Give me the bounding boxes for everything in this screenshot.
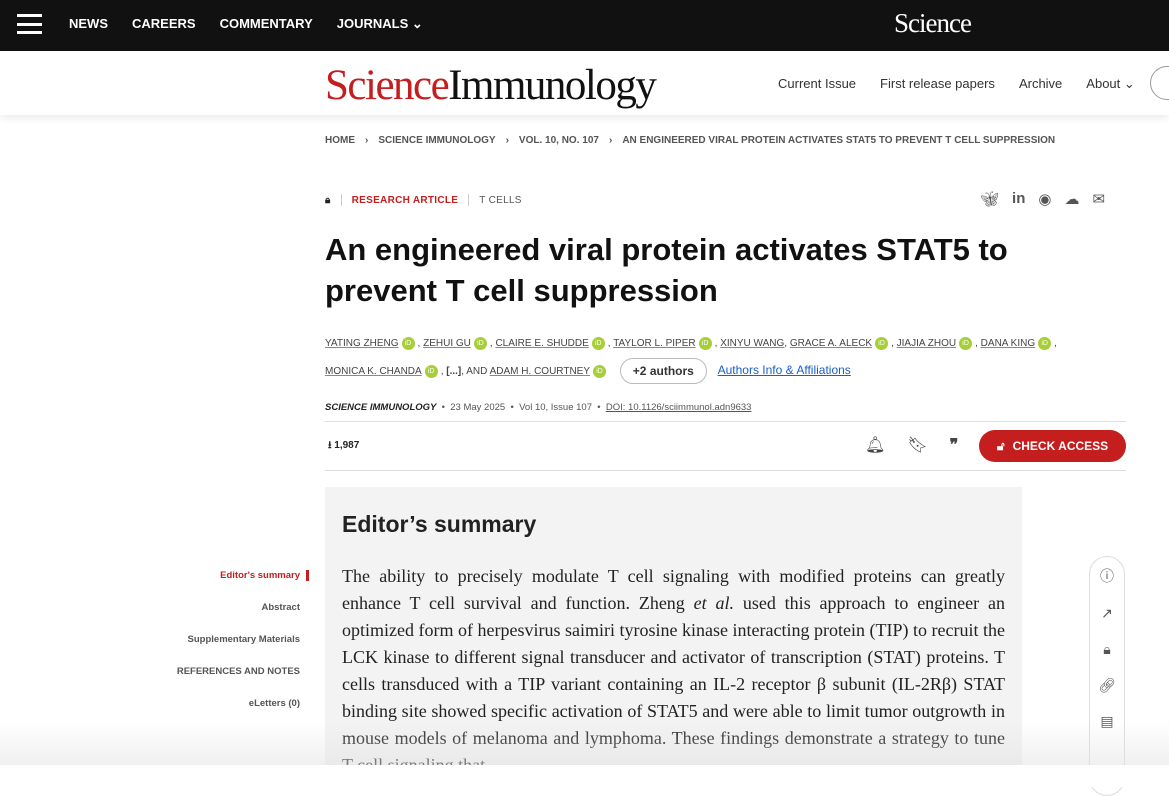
nav-about-label: About <box>1086 76 1121 91</box>
top-bar: NEWS CAREERS COMMENTARY JOURNALS ⌄ Scien… <box>0 0 1169 51</box>
affiliations-link[interactable]: Authors Info & Affiliations <box>717 363 851 377</box>
pub-date: 23 May 2025 <box>450 402 506 413</box>
summary-text-a: The ability to precisely modulate T cell… <box>342 566 1005 613</box>
toc-supplementary[interactable]: Supplementary Materials <box>187 634 300 645</box>
summary-heading: Editor’s summary <box>342 511 537 537</box>
orcid-icon[interactable]: iD <box>698 336 712 350</box>
author[interactable]: JIAJIA ZHOU <box>896 338 957 349</box>
chevron-down-icon: ⌄ <box>1123 76 1135 91</box>
article-topic[interactable]: T CELLS <box>479 194 522 206</box>
wechat-icon[interactable]: ☁ <box>1064 191 1080 208</box>
journal-header: ScienceImmunology Current Issue First re… <box>0 51 1169 115</box>
metrics-icon[interactable]: ↗ <box>1101 605 1113 621</box>
divider <box>325 470 1126 471</box>
orcid-icon[interactable]: iD <box>875 336 889 350</box>
crumb-article: AN ENGINEERED VIRAL PROTEIN ACTIVATES ST… <box>622 135 1056 146</box>
publication-info: SCIENCE IMMUNOLOGY • 23 May 2025 • Vol 1… <box>325 402 752 413</box>
orcid-icon[interactable]: iD <box>591 336 605 350</box>
author-list: YATING ZHENG iD, ZEHUI GU iD, CLAIRE E. SH… <box>325 330 1135 385</box>
journal-logo[interactable]: ScienceImmunology <box>325 61 657 110</box>
bell-icon[interactable]: 🔔︎ <box>865 437 886 454</box>
table-of-contents: Editor's summary Abstract Supplementary … <box>176 570 309 730</box>
author[interactable]: TAYLOR L. PIPER <box>613 338 696 349</box>
download-icon: ⭳ <box>328 440 332 451</box>
authors-ellipsis: [...] <box>446 366 462 377</box>
brand-science: Science <box>325 62 450 109</box>
author[interactable]: CLAIRE E. SHUDDE <box>495 338 589 349</box>
brand-journal: Immunology <box>448 62 657 109</box>
share-bar: 🦋︎ in ◉ ☁ ✉ <box>980 190 1105 208</box>
volume-issue[interactable]: Vol 10, Issue 107 <box>519 402 592 413</box>
top-nav: NEWS CAREERS COMMENTARY JOURNALS ⌄ <box>69 16 423 32</box>
more-authors-button[interactable]: +2 authors <box>619 358 707 385</box>
article-title: An engineered viral protein activates ST… <box>325 232 1008 308</box>
check-access-button[interactable]: 🔓︎ CHECK ACCESS <box>979 430 1126 462</box>
and-text: AND <box>466 366 488 377</box>
orcid-icon[interactable]: iD <box>473 336 487 350</box>
crumb-journal[interactable]: SCIENCE IMMUNOLOGY <box>378 135 496 146</box>
author[interactable]: YATING ZHENG <box>325 338 399 349</box>
summary-etal: et al. <box>693 593 734 613</box>
article-type[interactable]: RESEARCH ARTICLE <box>351 194 459 206</box>
toc-eletters[interactable]: eLetters (0) <box>248 698 300 709</box>
linkedin-icon[interactable]: in <box>1012 190 1026 207</box>
nav-careers[interactable]: CAREERS <box>132 16 196 31</box>
nav-archive[interactable]: Archive <box>1018 76 1063 91</box>
science-logo[interactable]: Science <box>894 8 972 38</box>
article-actions: 🔔︎ 🔖︎ ❞ <box>865 435 958 455</box>
orcid-icon[interactable]: iD <box>424 364 438 378</box>
email-icon[interactable]: ✉ <box>1092 191 1106 208</box>
access-lock-icon[interactable]: 🔒︎ <box>1103 641 1111 657</box>
crumb-home[interactable]: HOME <box>325 135 355 146</box>
lock-icon: 🔓︎ <box>996 438 1005 453</box>
chevron-right-icon: › <box>505 135 509 146</box>
orcid-icon[interactable]: iD <box>1038 336 1052 350</box>
author[interactable]: MONICA K. CHANDA <box>325 366 422 377</box>
author[interactable]: ADAM H. COURTNEY <box>489 366 591 377</box>
author[interactable]: DANA KING <box>980 338 1036 349</box>
nav-commentary[interactable]: COMMENTARY <box>219 16 313 31</box>
menu-icon[interactable] <box>17 14 42 34</box>
orcid-icon[interactable]: iD <box>593 364 607 378</box>
author[interactable]: ZEHUI GU <box>423 338 471 349</box>
chevron-down-icon: ⌄ <box>411 16 423 31</box>
search-button[interactable] <box>1150 66 1169 100</box>
bottom-fade <box>0 720 1169 765</box>
journal-nav: Current Issue First release papers Archi… <box>778 76 1135 92</box>
orcid-icon[interactable]: iD <box>959 336 973 350</box>
orcid-icon[interactable]: iD <box>401 336 415 350</box>
lock-icon: 🔒︎ <box>325 194 331 206</box>
doi-link[interactable]: DOI: 10.1126/sciimmunol.adn9633 <box>605 402 752 413</box>
nav-news[interactable]: NEWS <box>69 16 108 31</box>
nav-current-issue[interactable]: Current Issue <box>778 76 857 91</box>
link-icon[interactable]: 🔗︎ <box>1098 677 1116 693</box>
info-icon[interactable]: ⓘ <box>1100 568 1114 584</box>
breadcrumb: HOME › SCIENCE IMMUNOLOGY › VOL. 10, NO. 1… <box>325 135 1055 146</box>
toc-abstract[interactable]: Abstract <box>261 602 300 613</box>
quote-icon[interactable]: ❞ <box>949 437 959 454</box>
check-access-label: CHECK ACCESS <box>1012 439 1109 453</box>
chevron-right-icon: › <box>365 135 369 146</box>
bluesky-icon[interactable]: 🦋︎ <box>980 191 1000 208</box>
crumb-issue[interactable]: VOL. 10, NO. 107 <box>518 135 599 146</box>
journal-name: SCIENCE IMMUNOLOGY <box>325 402 437 413</box>
nav-first-release[interactable]: First release papers <box>880 76 995 91</box>
nav-journals[interactable]: JOURNALS ⌄ <box>337 16 423 32</box>
divider <box>325 421 1126 422</box>
author[interactable]: GRACE A. ALECK <box>789 338 873 349</box>
page-bottom <box>0 765 1169 787</box>
nav-about[interactable]: About ⌄ <box>1086 76 1135 92</box>
toc-references[interactable]: REFERENCES AND NOTES <box>176 666 300 677</box>
chevron-right-icon: › <box>608 135 613 146</box>
nav-journals-label: JOURNALS <box>336 16 409 31</box>
reddit-icon[interactable]: ◉ <box>1038 191 1052 208</box>
author[interactable]: XINYU WANG <box>720 338 785 349</box>
download-count: 1,987 <box>334 440 360 451</box>
toc-editors-summary[interactable]: Editor's summary <box>220 570 309 581</box>
downloads: ⭳ 1,987 <box>328 438 359 455</box>
bookmark-icon[interactable]: 🔖︎ <box>907 437 928 454</box>
article-meta: 🔒︎ RESEARCH ARTICLE T CELLS <box>325 194 522 206</box>
